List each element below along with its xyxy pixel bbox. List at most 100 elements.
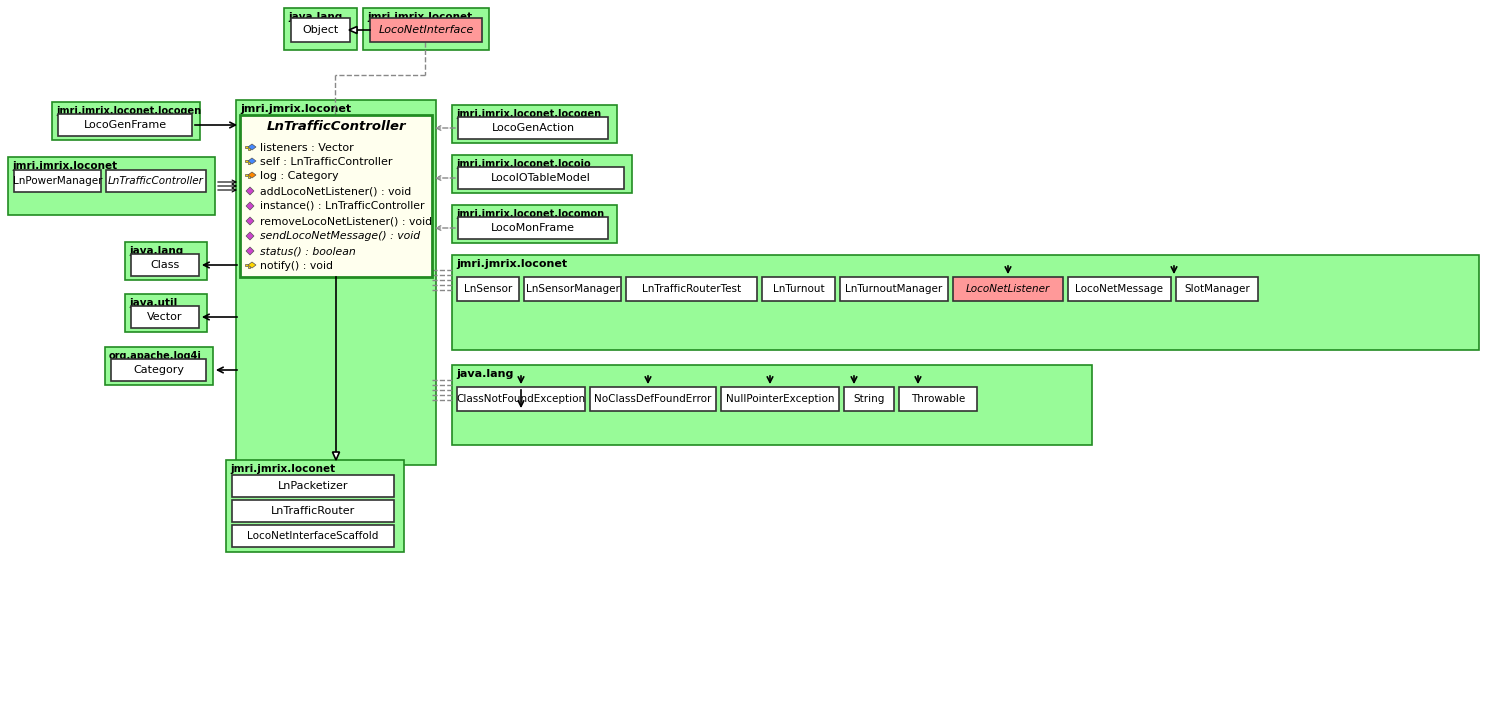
Text: jmri.jmrix.loconet.locoio: jmri.jmrix.loconet.locoio: [457, 159, 590, 169]
Polygon shape: [248, 172, 256, 178]
Text: jmri.jmrix.loconet: jmri.jmrix.loconet: [230, 464, 335, 474]
Polygon shape: [245, 160, 251, 164]
Bar: [953, 277, 1063, 301]
Text: LocoNetListener: LocoNetListener: [967, 284, 1050, 294]
Text: NoClassDefFoundError: NoClassDefFoundError: [595, 394, 712, 404]
Text: LnSensorManager: LnSensorManager: [525, 284, 620, 294]
Text: Vector: Vector: [147, 312, 183, 322]
Bar: [452, 155, 632, 193]
Text: Throwable: Throwable: [912, 394, 965, 404]
Text: LocoIOTableModel: LocoIOTableModel: [491, 173, 590, 183]
Polygon shape: [245, 264, 251, 268]
Text: java.lang: java.lang: [288, 12, 342, 22]
Text: LnPacketizer: LnPacketizer: [278, 481, 348, 491]
Bar: [125, 242, 207, 280]
Text: LnPowerManager: LnPowerManager: [13, 176, 103, 186]
Bar: [523, 277, 622, 301]
Bar: [13, 170, 101, 192]
Bar: [845, 387, 894, 411]
Bar: [761, 277, 836, 301]
Bar: [131, 254, 199, 276]
Text: jmri.jmrix.loconet: jmri.jmrix.loconet: [457, 259, 567, 269]
Text: LnTrafficController: LnTrafficController: [109, 176, 204, 186]
Polygon shape: [245, 247, 254, 255]
Text: LocoGenAction: LocoGenAction: [491, 123, 574, 133]
Text: LocoGenFrame: LocoGenFrame: [83, 120, 167, 130]
Text: instance() : LnTrafficController: instance() : LnTrafficController: [260, 201, 424, 211]
Bar: [457, 277, 519, 301]
Text: sendLocoNetMessage() : void: sendLocoNetMessage() : void: [260, 231, 421, 241]
Text: java.lang: java.lang: [457, 369, 513, 379]
Bar: [452, 365, 1091, 445]
Text: LnTurnout: LnTurnout: [773, 284, 824, 294]
Polygon shape: [248, 144, 256, 150]
Text: LocoMonFrame: LocoMonFrame: [491, 223, 575, 233]
Text: jmri.jmrix.loconet.locomon: jmri.jmrix.loconet.locomon: [457, 209, 604, 219]
Polygon shape: [248, 262, 256, 268]
Text: LocoNetInterface: LocoNetInterface: [378, 25, 474, 35]
Bar: [452, 105, 617, 143]
Text: jmri.jmrix.loconet.locogen: jmri.jmrix.loconet.locogen: [57, 106, 201, 116]
Text: LnTrafficController: LnTrafficController: [266, 120, 406, 133]
Polygon shape: [245, 187, 254, 195]
Bar: [900, 387, 977, 411]
Bar: [236, 100, 436, 465]
Bar: [232, 475, 394, 497]
Bar: [232, 525, 394, 547]
Text: jmri.jmrix.loconet: jmri.jmrix.loconet: [367, 12, 473, 22]
Bar: [452, 205, 617, 243]
Text: Class: Class: [150, 260, 180, 270]
Text: java.lang: java.lang: [129, 246, 183, 256]
Text: jmri.jmrix.loconet: jmri.jmrix.loconet: [12, 161, 117, 171]
Bar: [458, 117, 608, 139]
Text: SlotManager: SlotManager: [1184, 284, 1251, 294]
Polygon shape: [245, 232, 254, 240]
Bar: [284, 8, 357, 50]
Text: String: String: [854, 394, 885, 404]
Polygon shape: [245, 174, 251, 178]
Bar: [1068, 277, 1170, 301]
Bar: [626, 277, 757, 301]
Text: notify() : void: notify() : void: [260, 261, 333, 271]
Bar: [7, 157, 216, 215]
Bar: [452, 255, 1480, 350]
Bar: [590, 387, 717, 411]
Bar: [125, 294, 207, 332]
Text: LnTrafficRouter: LnTrafficRouter: [271, 506, 355, 516]
Text: NullPointerException: NullPointerException: [726, 394, 834, 404]
Text: LnTrafficRouterTest: LnTrafficRouterTest: [642, 284, 741, 294]
Text: LnSensor: LnSensor: [464, 284, 512, 294]
Text: LocoNetMessage: LocoNetMessage: [1075, 284, 1163, 294]
Bar: [232, 500, 394, 522]
Bar: [363, 8, 489, 50]
Bar: [291, 18, 349, 42]
Bar: [458, 217, 608, 239]
Text: jmri.jmrix.loconet.locogen: jmri.jmrix.loconet.locogen: [457, 109, 601, 119]
Polygon shape: [245, 146, 251, 150]
Polygon shape: [333, 452, 339, 460]
Polygon shape: [245, 202, 254, 210]
Text: self : LnTrafficController: self : LnTrafficController: [260, 157, 393, 167]
Polygon shape: [245, 217, 254, 225]
Bar: [58, 114, 192, 136]
Text: LocoNetInterfaceScaffold: LocoNetInterfaceScaffold: [247, 531, 379, 541]
Text: ClassNotFoundException: ClassNotFoundException: [457, 394, 586, 404]
Bar: [239, 115, 433, 277]
Text: removeLocoNetListener() : void: removeLocoNetListener() : void: [260, 216, 433, 226]
Text: status() : boolean: status() : boolean: [260, 246, 355, 256]
Bar: [370, 18, 482, 42]
Bar: [840, 277, 949, 301]
Bar: [1176, 277, 1258, 301]
Text: log : Category: log : Category: [260, 171, 339, 181]
Bar: [112, 359, 207, 381]
Bar: [721, 387, 839, 411]
Text: Object: Object: [302, 25, 339, 35]
Bar: [106, 170, 207, 192]
Bar: [226, 460, 404, 552]
Bar: [458, 167, 625, 189]
Text: Category: Category: [132, 365, 184, 375]
Bar: [131, 306, 199, 328]
Text: listeners : Vector: listeners : Vector: [260, 143, 354, 153]
Text: addLocoNetListener() : void: addLocoNetListener() : void: [260, 186, 412, 196]
Polygon shape: [248, 158, 256, 164]
